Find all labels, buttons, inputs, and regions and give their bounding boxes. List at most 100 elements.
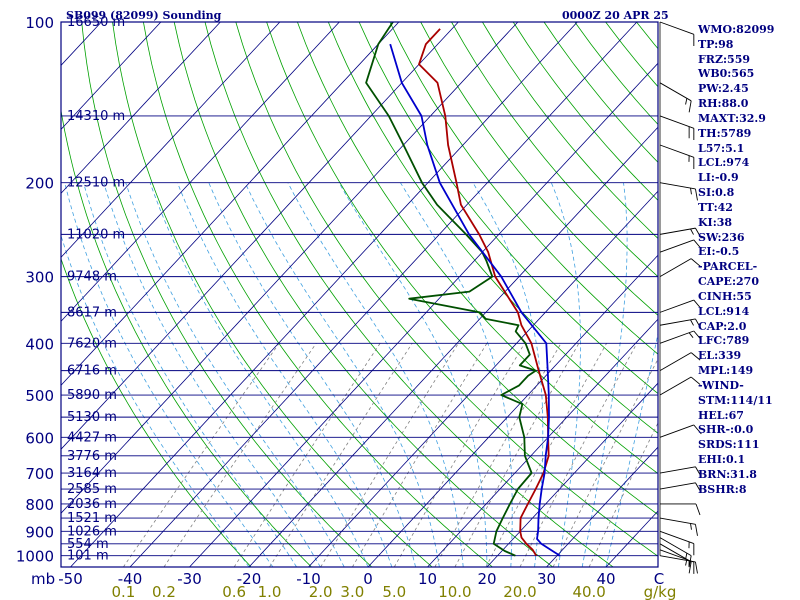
station-title: SB099 (82099) Sounding: [66, 9, 222, 22]
wind-barb-staff: [659, 144, 694, 158]
dry-adiabat-line: [389, 22, 658, 355]
pressure-tick-label: 300: [25, 269, 54, 287]
height-label: 1521 m: [67, 511, 117, 526]
mixing-ratio-line: [485, 343, 607, 567]
wind-barbs: [659, 21, 702, 574]
moist-adiabat-line: [287, 182, 464, 567]
wind-barb: [659, 239, 702, 253]
dewpoint-line: [365, 22, 537, 557]
wind-barb-flag: [688, 555, 692, 568]
mixing-ratio-line: [552, 358, 658, 567]
moist-adiabat-line: [83, 182, 297, 567]
wind-barb-half-flag: [690, 187, 692, 195]
moist-adiabat-line: [208, 182, 416, 567]
mixing-ratio-tick-label: 0.6: [222, 583, 246, 600]
mixing-ratio-line: [393, 343, 525, 567]
wind-barb-flag: [695, 466, 702, 478]
pressure-tick-label: 800: [25, 496, 54, 514]
dry-adiabat-line: [235, 22, 658, 557]
dry-adiabat-line: [420, 22, 658, 316]
wind-barb-staff: [659, 517, 696, 525]
wind-barb-flag: [688, 100, 692, 113]
index-item: STM:114/11: [698, 393, 773, 407]
isotherm-line: [61, 22, 162, 130]
height-label: 11020 m: [67, 227, 125, 242]
wind-barb-flag: [695, 503, 701, 516]
index-item: CINH:55: [698, 289, 752, 303]
mixing-ratio-line: [320, 343, 459, 567]
wind-barb-half-flag: [690, 228, 694, 235]
wind-barb-flag: [693, 299, 702, 310]
index-item: -WIND-: [698, 378, 744, 392]
height-label: 9748 m: [67, 270, 117, 285]
index-item: SI:0.8: [698, 186, 735, 200]
height-label: 3164 m: [67, 466, 117, 481]
mixing-ratio-line: [352, 343, 488, 567]
index-item: HEL:67: [698, 408, 744, 422]
wind-barb-staff: [659, 258, 692, 278]
wind-barb-staff: [659, 482, 696, 490]
temperature-tick-label: 30: [537, 570, 556, 588]
wind-barb-half-flag: [690, 319, 694, 326]
height-label: 12510 m: [67, 176, 125, 191]
wind-barb: [660, 503, 701, 516]
isotherms: [61, 22, 658, 567]
index-item: SW:236: [698, 230, 745, 244]
isotherm-line: [546, 446, 658, 567]
index-item: LFC:789: [698, 334, 750, 348]
mixing-ratio-line: [454, 343, 580, 567]
valid-time: 0000Z 20 APR 25: [562, 9, 669, 22]
moist-adiabat-line: [472, 182, 544, 567]
pressure-tick-label: 100: [25, 14, 54, 32]
wind-barb-flag: [693, 424, 702, 435]
height-label: 5890 m: [67, 388, 117, 403]
isotherm-line: [61, 22, 221, 194]
index-item: KI:38: [698, 215, 733, 229]
wind-barb: [659, 555, 698, 574]
height-label: 1026 m: [67, 524, 117, 539]
isotherm-line: [61, 22, 459, 450]
temperature-tick-label: -30: [177, 570, 202, 588]
mixing-ratio-line: [233, 343, 381, 567]
moist-adiabat-line: [550, 182, 581, 567]
sounding-profiles: [365, 22, 561, 557]
wind-barb: [659, 352, 701, 372]
dry-adiabat-line: [81, 22, 373, 567]
wind-barb-staff: [659, 227, 696, 235]
dry-adiabat-line: [327, 22, 658, 434]
index-item: EL:339: [698, 349, 742, 363]
mixing-ratio-unit-label: g/kg: [644, 583, 677, 600]
pressure-tick-label: 700: [25, 465, 54, 483]
wind-barb: [659, 82, 692, 113]
mixing-ratio-tick-label: 5.0: [382, 583, 406, 600]
moist-adiabat-line: [125, 182, 345, 567]
wind-barb-flag: [695, 188, 698, 201]
height-label: 7620 m: [67, 336, 117, 351]
index-item: WB0:565: [698, 67, 755, 81]
wind-barb-staff: [659, 318, 696, 326]
wind-barb-staff: [659, 530, 694, 545]
mixing-ratio-line: [163, 343, 317, 567]
index-item: -PARCEL-: [698, 260, 758, 274]
dry-adiabat-line: [266, 22, 658, 516]
mixing-ratio-tick-label: 2.0: [309, 583, 333, 600]
isotherm-line: [129, 22, 638, 567]
index-item: BSHR:8: [698, 482, 747, 496]
index-item: TP:98: [698, 37, 734, 51]
wind-barb-flag: [690, 258, 701, 267]
wind-barb-flag: [695, 482, 702, 494]
wind-barb: [659, 258, 701, 278]
isotherm-line: [486, 382, 658, 567]
temperature-tick-label: -20: [237, 570, 262, 588]
mixing-ratio-line: [588, 422, 658, 567]
temperature-tick-label: 10: [418, 570, 437, 588]
index-item: L57:5.1: [698, 141, 745, 155]
index-item: PW:2.45: [698, 82, 749, 96]
index-item: CAP:2.0: [698, 319, 747, 333]
height-label: 3776 m: [67, 449, 117, 464]
wind-barb: [659, 466, 702, 478]
wind-barb-flag: [688, 561, 692, 574]
isotherm-line: [61, 22, 400, 386]
moist-adiabat-line: [61, 234, 250, 567]
